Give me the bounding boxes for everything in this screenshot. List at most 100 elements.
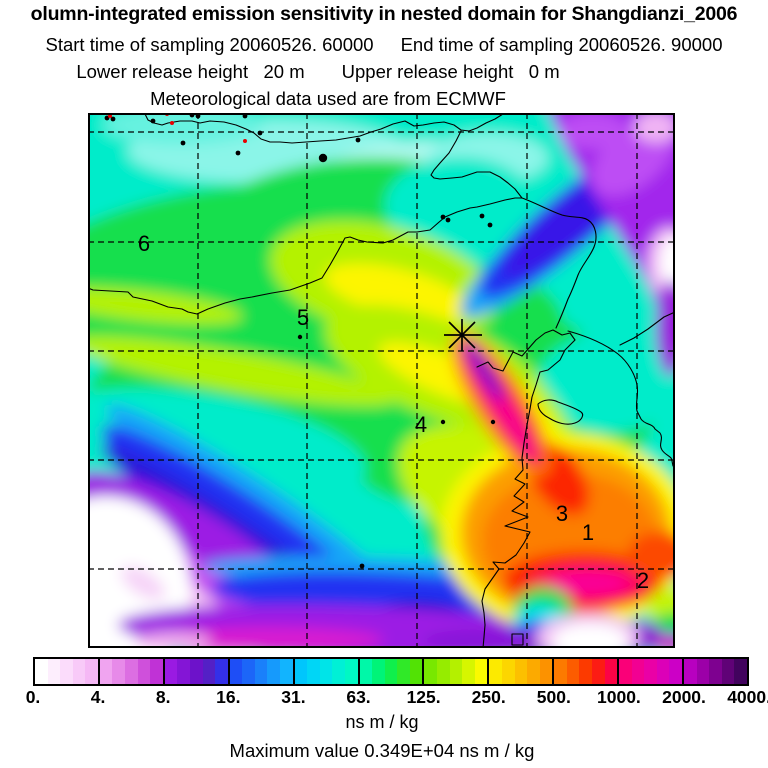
colorbar-segment (682, 659, 747, 684)
colorbar-cell (684, 659, 697, 684)
colorbar-cell (721, 659, 735, 684)
city-dot (487, 222, 493, 228)
colorbar-cell (554, 659, 567, 684)
colorbar-cell (527, 659, 540, 684)
colorbar-cell (112, 659, 126, 684)
colorbar-tick-label: 125. (406, 687, 441, 707)
colorbar-cell (579, 659, 592, 684)
region-label: 1 (582, 520, 594, 545)
region-label: 2 (637, 568, 649, 593)
colorbar-cell (474, 659, 488, 684)
region-label: 5 (297, 305, 309, 330)
colorbar-tick-label: 2000. (662, 687, 706, 707)
colorbar-cell (189, 659, 203, 684)
colorbar-segment (162, 659, 228, 684)
colorbar-unit: ns m / kg (345, 712, 419, 732)
colorbar-segment (292, 659, 358, 684)
colorbar-cell (539, 659, 553, 684)
city-dot (110, 116, 116, 122)
city-dot (490, 419, 496, 425)
colorbar-tick-label: 1000. (596, 687, 641, 707)
graticule (88, 113, 675, 648)
colorbar-segment (357, 659, 423, 684)
colorbar-cell (372, 659, 385, 684)
colorbar-tick-label: 63. (346, 687, 371, 707)
sensitivity-map: 6 5 4 3 1 2 (87, 112, 676, 649)
colorbar-cell (359, 659, 373, 684)
region-labels: 6 5 4 3 1 2 (138, 231, 649, 593)
city-dot (479, 213, 485, 219)
colorbar-cell (656, 659, 670, 684)
colorbar-cell (514, 659, 528, 684)
colorbar-cell (619, 659, 632, 684)
region-label: 6 (138, 231, 150, 256)
colorbar-cell (267, 659, 281, 684)
colorbar-cell (462, 659, 475, 684)
colorbar-cell (215, 659, 228, 684)
city-dot (355, 137, 361, 143)
colorbar-cell (424, 659, 438, 684)
region-label: 3 (556, 501, 568, 526)
colorbar-cell (35, 659, 48, 684)
colorbar-segment (97, 659, 163, 684)
city-dot-red (170, 121, 174, 125)
coastlines (87, 113, 676, 649)
colorbar-cell (489, 659, 502, 684)
colorbar-segment (552, 659, 618, 684)
colorbar-cell (202, 659, 216, 684)
colorbar-cell (397, 659, 410, 684)
colorbar (33, 657, 749, 686)
colorbar-cell (137, 659, 151, 684)
colorbar-cell (150, 659, 163, 684)
colorbar-cell (669, 659, 683, 684)
map-svg: 6 5 4 3 1 2 (87, 112, 676, 649)
colorbar-cell (591, 659, 605, 684)
city-dot (235, 150, 241, 156)
colorbar-tick-label: 8. (155, 687, 171, 707)
release-marker-icon (444, 319, 482, 351)
city-dot (150, 118, 156, 124)
colorbar-cell (47, 659, 61, 684)
colorbar-cell (254, 659, 268, 684)
colorbar-cell (294, 659, 308, 684)
colorbar-cell (85, 659, 98, 684)
max-value-text: Maximum value 0.349E+04 ns m / kg (229, 740, 535, 761)
city-dot (359, 563, 365, 569)
colorbar-cell (566, 659, 580, 684)
colorbar-tick-label: 4. (90, 687, 106, 707)
colorbar-cell (344, 659, 358, 684)
page-title: olumn-integrated emission sensitivity in… (30, 3, 738, 25)
colorbar-cell (99, 659, 113, 684)
colorbar-labels: 0. 4. 8. 16. 31. 63. 125. 250. 500. 1000. 2000. 400… (0, 687, 768, 707)
colorbar-cell (437, 659, 450, 684)
city-dot (297, 334, 303, 340)
colorbar-cell (60, 659, 73, 684)
colorbar-cell (332, 659, 345, 684)
colorbar-cell (501, 659, 515, 684)
colorbar-cell (709, 659, 722, 684)
colorbar-cell (409, 659, 423, 684)
colorbar-cell (164, 659, 178, 684)
colorbar-segment (422, 659, 488, 684)
colorbar-cell (242, 659, 255, 684)
start-time-text: Start time of sampling 20060526. 60000 (45, 34, 374, 55)
colorbar-cell (384, 659, 398, 684)
colorbar-cell (125, 659, 138, 684)
colorbar-cell (72, 659, 86, 684)
colorbar-tick-label: 0. (25, 687, 41, 707)
city-dot-red (243, 139, 247, 143)
colorbar-segment (487, 659, 553, 684)
city-dot (318, 153, 328, 163)
colorbar-cell (449, 659, 463, 684)
colorbar-tick-label: 4000. (727, 687, 768, 707)
colorbar-segment (35, 659, 98, 684)
contour-field (88, 113, 675, 648)
city-dot (440, 214, 446, 220)
colorbar-tick-label: 250. (471, 687, 506, 707)
lower-height-text: Lower release height 20 m (76, 61, 305, 82)
end-time-text: End time of sampling 20060526. 90000 (400, 34, 723, 55)
city-dot (257, 130, 263, 136)
colorbar-cell (644, 659, 657, 684)
colorbar-cell (319, 659, 333, 684)
colorbar-cell (229, 659, 243, 684)
